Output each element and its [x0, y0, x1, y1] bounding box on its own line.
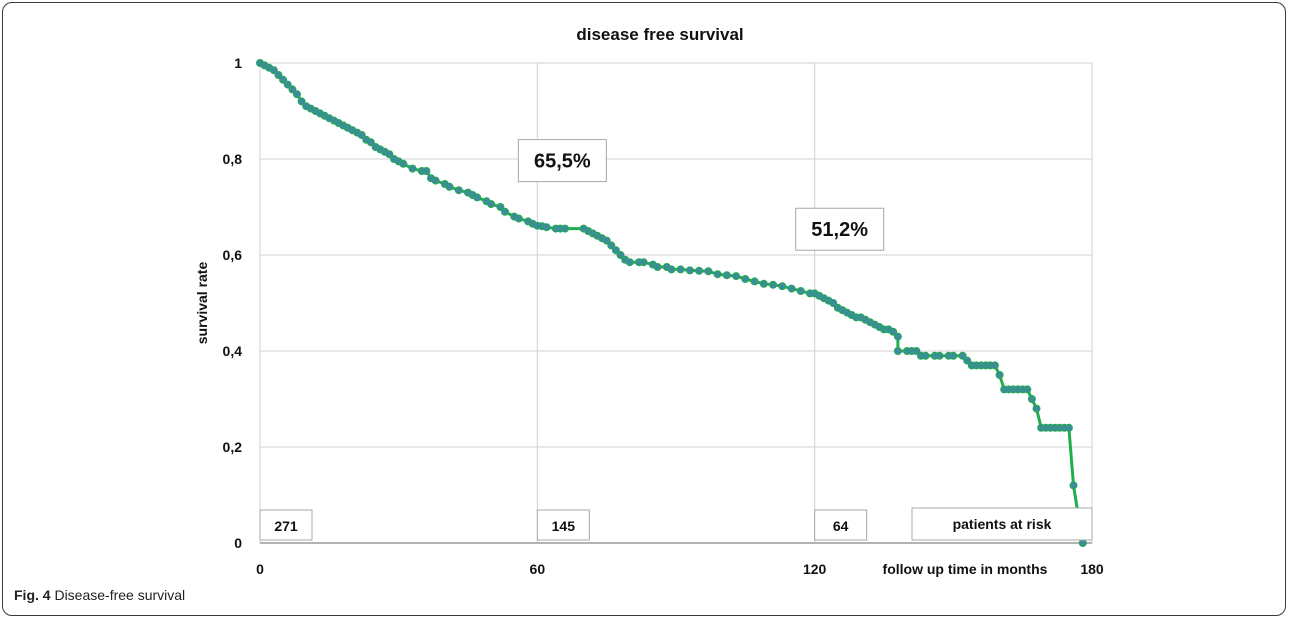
risk-table: 271 145 64 patients at risk — [259, 507, 1093, 541]
survival-point — [514, 214, 523, 223]
survival-line — [259, 61, 1085, 544]
x-tick-label: 60 — [530, 561, 546, 577]
survival-point — [269, 66, 278, 75]
survival-point — [653, 262, 662, 271]
survival-point — [473, 193, 482, 202]
survival-point — [422, 166, 431, 175]
survival-point — [408, 164, 417, 173]
survival-point — [778, 282, 787, 291]
survival-point — [279, 75, 288, 84]
survival-point — [292, 90, 301, 99]
survival-point — [445, 182, 454, 191]
annotation-box — [795, 207, 885, 251]
axes: 0 0,2 0,4 0,6 0,8 1 0 60 120 180 — [223, 55, 1104, 577]
survival-point — [796, 286, 805, 295]
risk-count: 145 — [552, 518, 576, 534]
y-axis-label: survival rate — [194, 262, 210, 345]
y-tick-label: 0,2 — [223, 439, 243, 455]
survival-point — [274, 71, 283, 80]
survival-point — [1032, 404, 1041, 413]
survival-point — [995, 370, 1004, 379]
survival-point — [787, 284, 796, 293]
survival-point — [759, 279, 768, 288]
y-tick-label: 0,6 — [223, 247, 243, 263]
survival-point — [283, 80, 292, 89]
survival-point — [297, 97, 306, 106]
survival-point — [639, 258, 648, 267]
survival-point — [366, 138, 375, 147]
survival-point — [385, 150, 394, 159]
y-tick-label: 1 — [234, 55, 242, 71]
x-axis-label: follow up time in months — [883, 561, 1048, 577]
risk-count: 271 — [274, 518, 298, 534]
survival-point — [399, 159, 408, 168]
annotation-box — [517, 139, 607, 183]
y-tick-label: 0,8 — [223, 151, 243, 167]
survival-point — [722, 271, 731, 280]
x-tick-label: 120 — [803, 561, 827, 577]
caption-text: Disease-free survival — [54, 587, 186, 603]
survival-point — [561, 224, 570, 233]
survival-point — [829, 298, 838, 307]
survival-point — [912, 346, 921, 355]
risk-box — [814, 509, 868, 541]
survival-point — [921, 351, 930, 360]
y-tick-label: 0,4 — [223, 343, 243, 359]
annotation-label: 51,2% — [811, 219, 868, 241]
series-survival — [255, 59, 1087, 548]
survival-point — [667, 265, 676, 274]
risk-label-box — [911, 507, 1093, 541]
survival-point — [893, 332, 902, 341]
chart-title: disease free survival — [576, 25, 743, 44]
survival-point — [607, 241, 616, 250]
survival-point — [542, 223, 551, 232]
survival-point — [889, 327, 898, 336]
survival-point — [732, 272, 741, 281]
survival-point — [990, 361, 999, 370]
survival-point — [704, 267, 713, 276]
survival-point — [676, 265, 685, 274]
survival-point — [602, 236, 611, 245]
survival-point — [625, 258, 634, 267]
survival-point — [685, 266, 694, 275]
survival-point — [893, 346, 902, 355]
survival-point — [1069, 481, 1078, 490]
survival-point — [741, 274, 750, 283]
survival-point — [935, 351, 944, 360]
x-tick-label: 180 — [1080, 561, 1104, 577]
survival-point — [963, 356, 972, 365]
annotations: 65,5% 51,2% — [517, 139, 885, 251]
risk-box — [536, 509, 590, 541]
survival-point — [949, 351, 958, 360]
y-tick-label: 0 — [234, 535, 242, 551]
survival-point — [1027, 394, 1036, 403]
survival-point — [695, 266, 704, 275]
survival-point — [500, 207, 509, 216]
risk-count: 64 — [833, 518, 849, 534]
x-tick-label: 0 — [256, 561, 264, 577]
figure-caption: Fig. 4 Disease-free survival — [14, 587, 185, 603]
figure-label: Fig. 4 — [14, 587, 51, 603]
survival-point — [357, 130, 366, 139]
survival-point — [288, 85, 297, 94]
risk-box — [259, 509, 313, 541]
risk-table-label: patients at risk — [953, 516, 1052, 532]
survival-point — [487, 200, 496, 209]
survival-point — [611, 246, 620, 255]
survival-point — [1023, 385, 1032, 394]
survival-point — [713, 270, 722, 279]
survival-point — [958, 351, 967, 360]
survival-point — [496, 202, 505, 211]
survival-point — [454, 186, 463, 195]
survival-point — [769, 280, 778, 289]
survival-point — [1064, 423, 1073, 432]
grid — [259, 62, 1093, 543]
annotation-label: 65,5% — [534, 151, 591, 173]
survival-point — [750, 277, 759, 286]
survival-point — [431, 176, 440, 185]
survival-point — [616, 250, 625, 259]
